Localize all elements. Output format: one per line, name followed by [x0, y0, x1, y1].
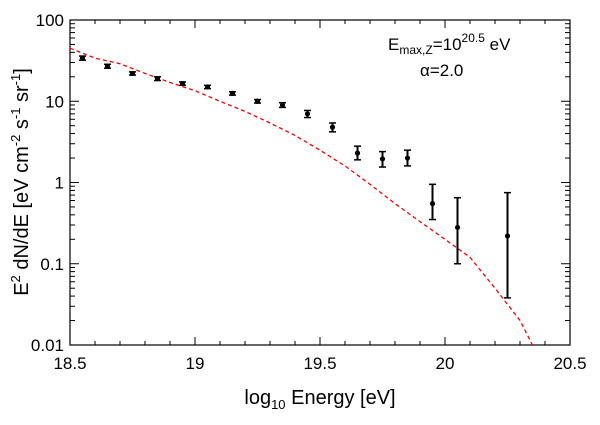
y-tick-label: 1	[55, 174, 64, 193]
annotation-emax-sup: 20.5	[462, 31, 486, 45]
data-marker	[104, 63, 111, 69]
annotation-alpha: α=2.0	[420, 61, 463, 80]
data-marker	[279, 102, 286, 108]
x-tick-label: 20.5	[553, 354, 586, 373]
y-axis-title-text: dN/dE [eV cm	[11, 146, 33, 269]
data-marker	[429, 200, 436, 207]
data-point	[379, 150, 386, 168]
data-marker	[229, 90, 236, 96]
data-marker	[404, 155, 411, 161]
x-axis-log-sub: 10	[271, 397, 285, 412]
x-tick-label: 20	[436, 354, 455, 373]
data-marker	[304, 111, 311, 117]
y-tick-label: 10	[45, 92, 64, 111]
model-line-layer	[69, 47, 534, 346]
data-marker	[154, 76, 161, 82]
x-tick-label: 18.5	[53, 354, 86, 373]
y-tick-label: 0.01	[31, 336, 64, 355]
annotation-emax-eq: =10	[433, 35, 462, 54]
data-point	[254, 98, 261, 104]
data-marker	[79, 55, 86, 61]
model-line	[69, 47, 534, 346]
data-point	[154, 76, 161, 82]
x-axis-log-prefix: log	[244, 387, 271, 409]
data-marker	[354, 150, 361, 156]
x-tick-label: 19	[186, 354, 205, 373]
data-point	[279, 101, 286, 109]
annotation-emax-unit: eV	[490, 35, 511, 54]
data-marker	[179, 80, 186, 87]
data-point	[329, 122, 336, 133]
annotation-emax-prefix: E	[388, 35, 399, 54]
annotation-emax-sub: max,Z	[399, 43, 432, 57]
data-marker	[329, 124, 336, 130]
data-marker	[454, 224, 461, 231]
data-point	[354, 145, 361, 161]
data-marker	[254, 98, 261, 104]
data-marker	[204, 84, 211, 90]
ticks-layer: 18.5 19 19.5 20 20.5 0.01 0.1 1 10 100	[31, 11, 587, 373]
data-point	[304, 109, 311, 119]
data-marker	[379, 156, 386, 162]
annotation-emax: Emax,Z=1020.5 eV	[388, 31, 511, 57]
data-point	[79, 55, 86, 61]
x-tick-label: 19.5	[303, 354, 336, 373]
y-tick-label: 0.1	[40, 255, 64, 274]
y-tick-label: 100	[36, 11, 64, 30]
data-point	[429, 183, 436, 221]
data-point	[404, 149, 411, 167]
data-points-layer	[79, 55, 511, 299]
data-point	[504, 191, 511, 299]
data-marker	[504, 233, 511, 239]
data-point	[104, 63, 111, 69]
plot-frame	[69, 19, 571, 346]
data-point	[454, 196, 461, 265]
data-marker	[129, 70, 136, 77]
data-point	[204, 84, 211, 90]
x-axis-title-text: Energy [eV]	[291, 387, 396, 409]
x-axis-title: log10 Energy [eV]	[244, 387, 395, 412]
y-axis-title: E2 dN/dE [eV cm-2 s-1 sr-1]	[8, 68, 33, 296]
data-point	[229, 90, 236, 96]
data-point	[179, 80, 186, 87]
data-point	[129, 70, 136, 77]
